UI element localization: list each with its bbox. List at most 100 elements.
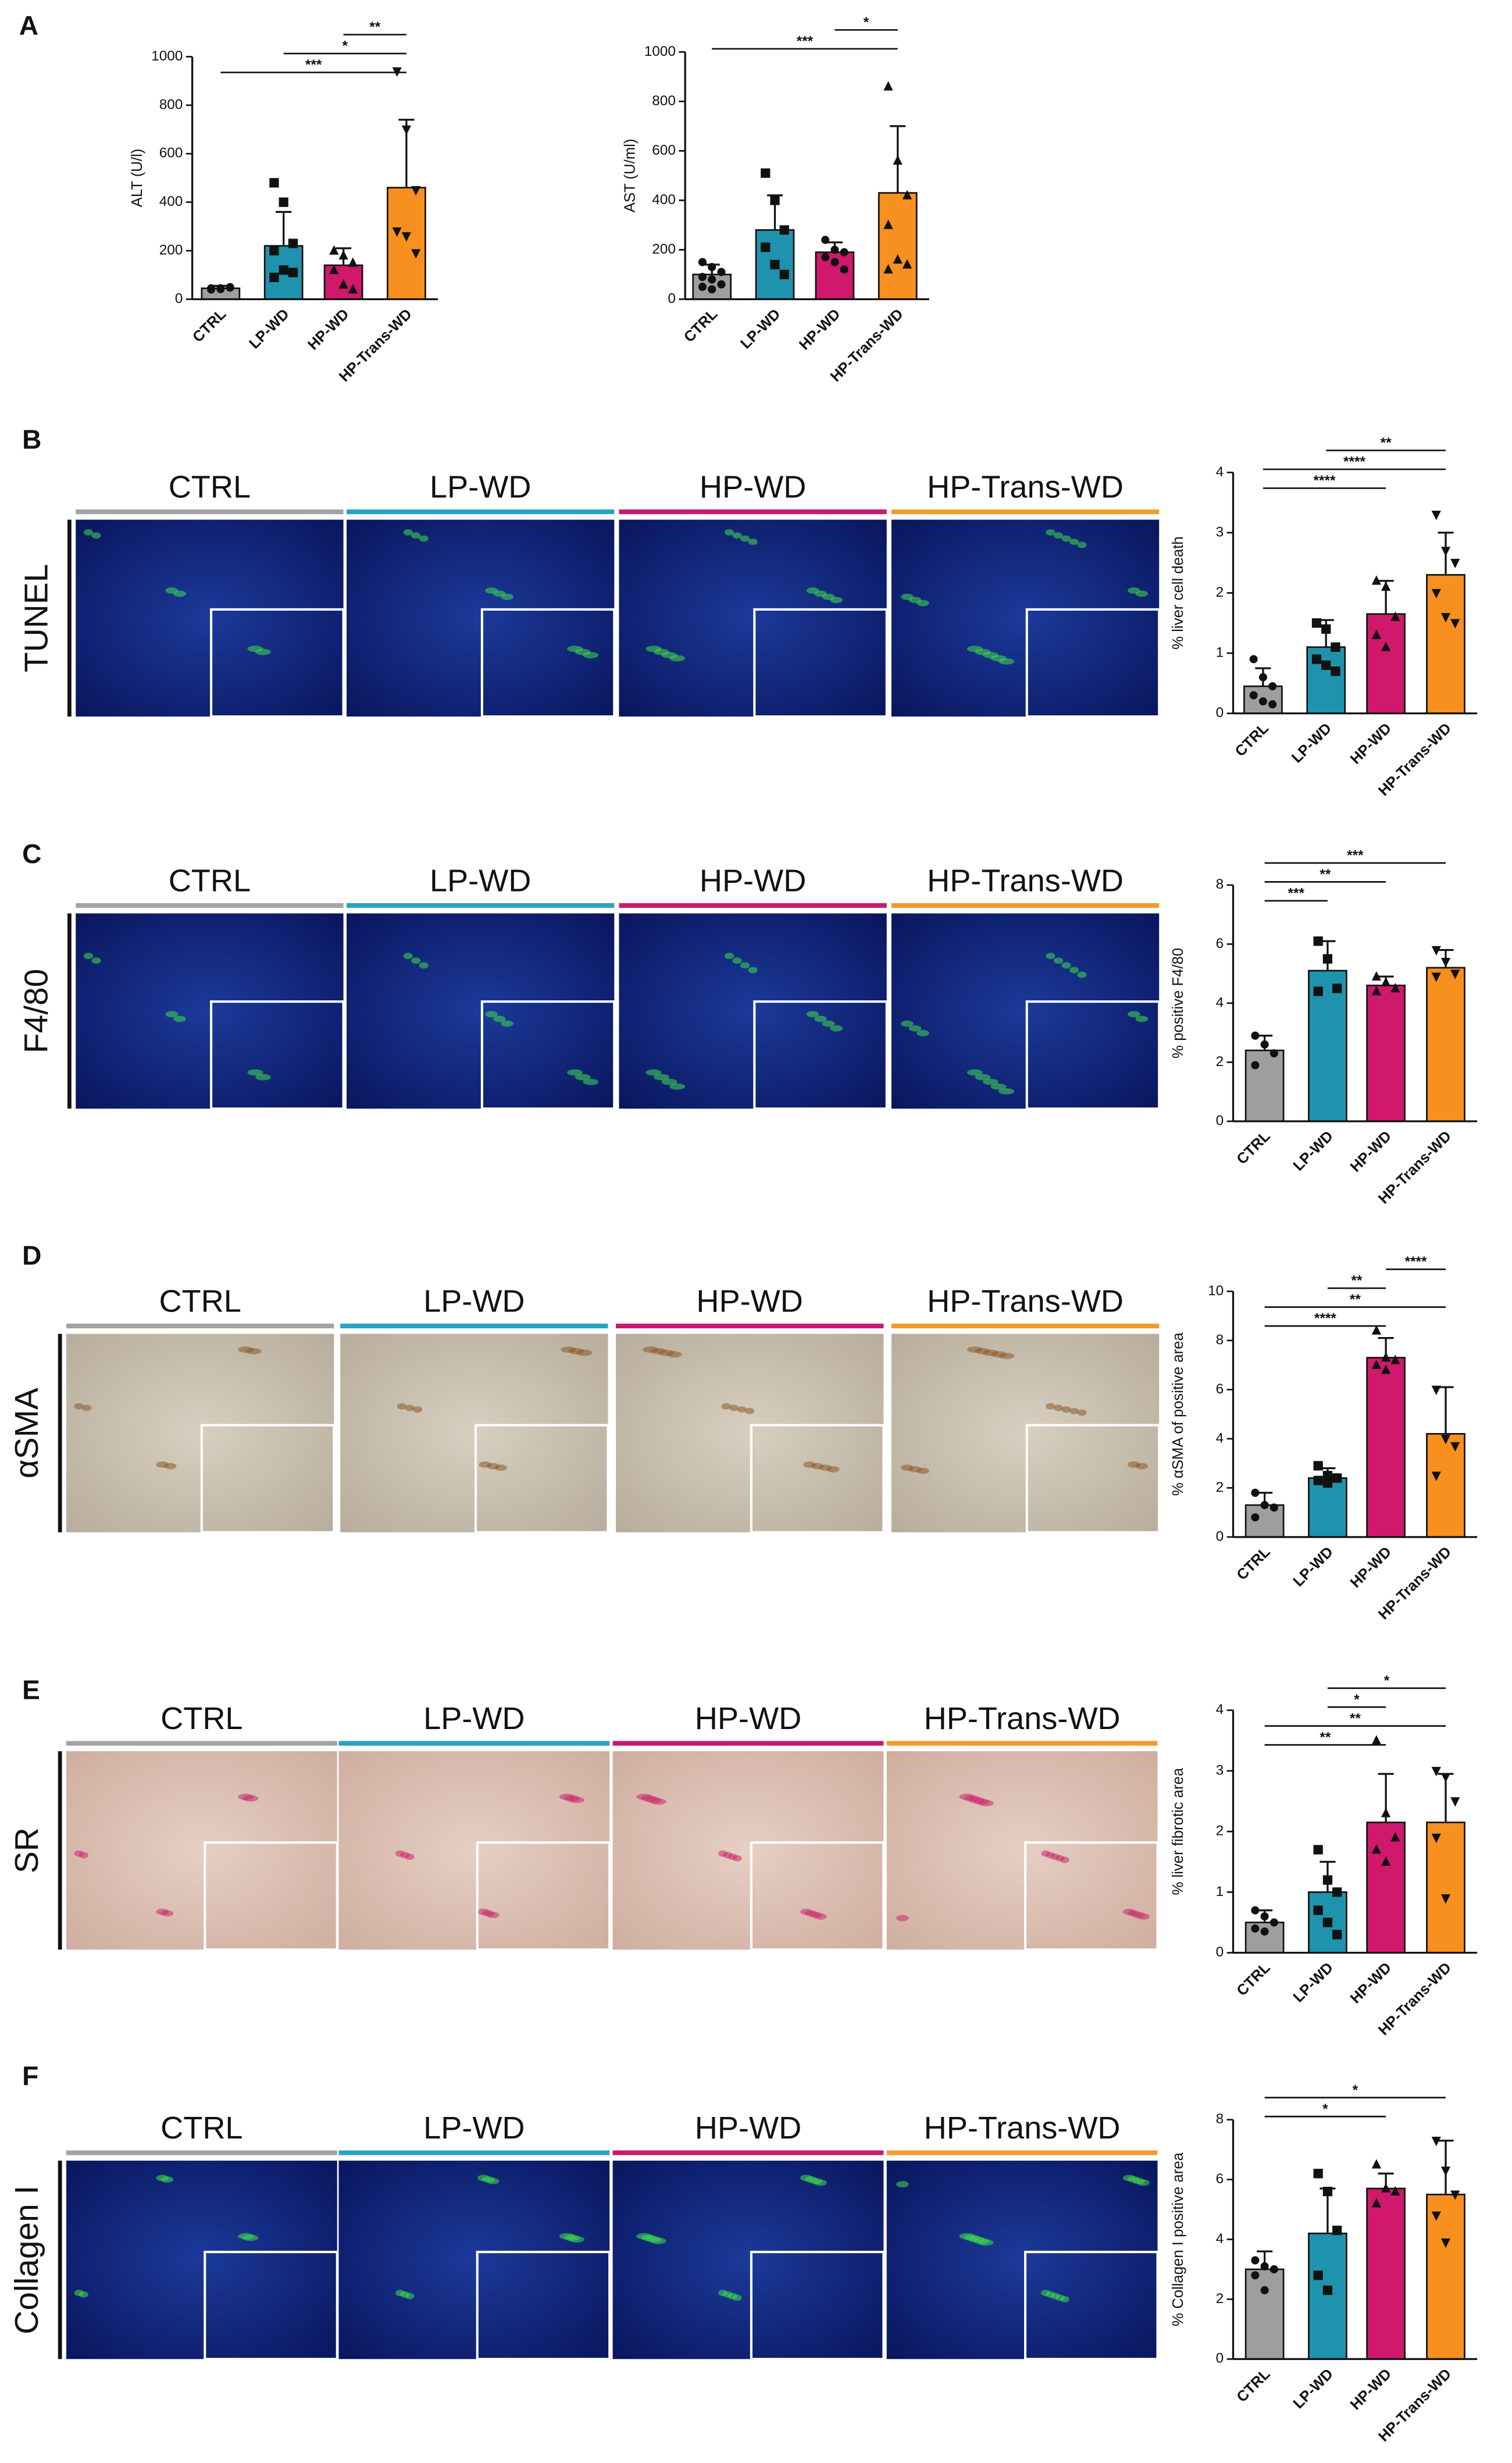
stain-spot xyxy=(1046,953,1055,960)
column-header: HP-WD xyxy=(696,1284,803,1319)
panel-letter: E xyxy=(22,1675,40,1705)
y-tick-label: 2 xyxy=(1216,2291,1224,2307)
data-point xyxy=(698,283,707,291)
data-point xyxy=(1381,641,1391,651)
stain-spot xyxy=(1053,1405,1064,1411)
stain-spot xyxy=(732,1855,742,1862)
stain-spot xyxy=(721,1403,731,1410)
bar xyxy=(1426,967,1465,1122)
stain-spot xyxy=(173,590,186,597)
data-point xyxy=(1381,1856,1391,1866)
data-point xyxy=(1260,1927,1269,1936)
stain-spot xyxy=(814,2179,827,2186)
inset xyxy=(750,1424,885,1534)
data-point xyxy=(1381,976,1391,987)
data-point xyxy=(401,232,411,242)
data-point xyxy=(1440,613,1451,623)
y-tick-label: 0 xyxy=(1216,1944,1224,1960)
micrograph xyxy=(66,1334,334,1532)
bar xyxy=(1244,1504,1285,1538)
stain-spot xyxy=(412,1406,422,1413)
y-tick-label: 10 xyxy=(1208,1283,1224,1299)
x-tick-label: LP-WD xyxy=(246,306,292,352)
stain-spot xyxy=(173,1015,186,1022)
stain-spot xyxy=(1053,532,1064,539)
stain-spot xyxy=(830,597,843,604)
data-point xyxy=(1431,1471,1441,1481)
significance-label: *** xyxy=(797,34,814,49)
row-label: F4/80 xyxy=(18,969,55,1053)
data-point xyxy=(1322,1875,1333,1885)
bar xyxy=(1366,2187,1406,2360)
data-point xyxy=(1251,1061,1260,1070)
stain-spot xyxy=(255,1074,271,1081)
stain-spot xyxy=(1128,1011,1140,1018)
y-axis-label: % liver fibrotic area xyxy=(1170,1767,1186,1895)
column-header: HP-WD xyxy=(700,470,806,505)
significance-label: * xyxy=(1384,1673,1390,1688)
significance-label: * xyxy=(1354,1692,1360,1708)
y-tick-label: 4 xyxy=(1216,995,1224,1010)
data-point xyxy=(1371,971,1381,981)
stain-spot xyxy=(908,1025,922,1032)
micrograph xyxy=(338,1751,610,1950)
column-header: CTRL xyxy=(161,1701,243,1736)
data-point xyxy=(761,243,771,252)
significance-label: ** xyxy=(1320,867,1331,882)
y-tick-label: 200 xyxy=(159,243,183,258)
stain-spot xyxy=(405,1854,415,1860)
data-point xyxy=(761,168,771,178)
data-point xyxy=(1371,1844,1381,1854)
data-point xyxy=(1381,2183,1391,2193)
y-tick-label: 4 xyxy=(1216,1702,1224,1717)
panel-letter: A xyxy=(19,10,38,41)
data-point xyxy=(1268,682,1277,691)
data-point xyxy=(1440,2238,1451,2248)
column-header: CTRL xyxy=(169,864,251,899)
inset xyxy=(204,1841,338,1951)
data-point xyxy=(830,245,839,254)
data-point xyxy=(902,190,912,199)
data-point xyxy=(1371,986,1381,996)
stain-spot xyxy=(575,1074,591,1081)
x-tick-label: CTRL xyxy=(1233,1544,1273,1583)
panel-letter: C xyxy=(22,839,41,869)
stain-spot xyxy=(1061,535,1071,542)
stain-spot xyxy=(1053,957,1064,964)
y-tick-label: 400 xyxy=(159,194,183,209)
significance-label: * xyxy=(343,38,348,54)
x-tick-label: LP-WD xyxy=(1289,720,1335,766)
stain-spot xyxy=(79,2291,88,2298)
y-tick-label: 4 xyxy=(1216,2231,1224,2247)
data-point xyxy=(269,245,279,256)
stain-spot xyxy=(405,2293,415,2300)
stain-spot xyxy=(161,2176,174,2183)
stain-spot xyxy=(990,1083,1007,1090)
column-header: CTRL xyxy=(169,470,251,505)
micrograph xyxy=(338,2161,610,2359)
y-tick-label: 0 xyxy=(175,291,183,306)
stain-spot xyxy=(403,953,413,960)
data-point xyxy=(338,249,348,260)
data-point xyxy=(821,253,830,262)
stain-spot xyxy=(485,1011,498,1018)
data-point xyxy=(1371,1735,1381,1745)
x-tick-label: CTRL xyxy=(1233,1128,1273,1167)
data-point xyxy=(1371,575,1381,585)
inset xyxy=(476,2251,611,2361)
data-point xyxy=(279,265,288,275)
x-tick-label: HP-WD xyxy=(1347,1128,1395,1175)
data-point xyxy=(708,275,716,284)
stain-spot xyxy=(74,1403,84,1410)
data-point xyxy=(1311,654,1322,664)
data-point xyxy=(1431,1833,1441,1844)
stain-spot xyxy=(161,1910,174,1917)
data-point xyxy=(1371,2159,1381,2169)
micrograph xyxy=(612,2161,884,2359)
y-tick-label: 6 xyxy=(1216,1381,1224,1397)
y-tick-label: 600 xyxy=(159,145,183,161)
x-tick-label: HP-WD xyxy=(1347,1959,1395,2006)
bar xyxy=(1366,1822,1406,1954)
data-point xyxy=(269,178,279,188)
stain-spot xyxy=(1077,1409,1087,1416)
